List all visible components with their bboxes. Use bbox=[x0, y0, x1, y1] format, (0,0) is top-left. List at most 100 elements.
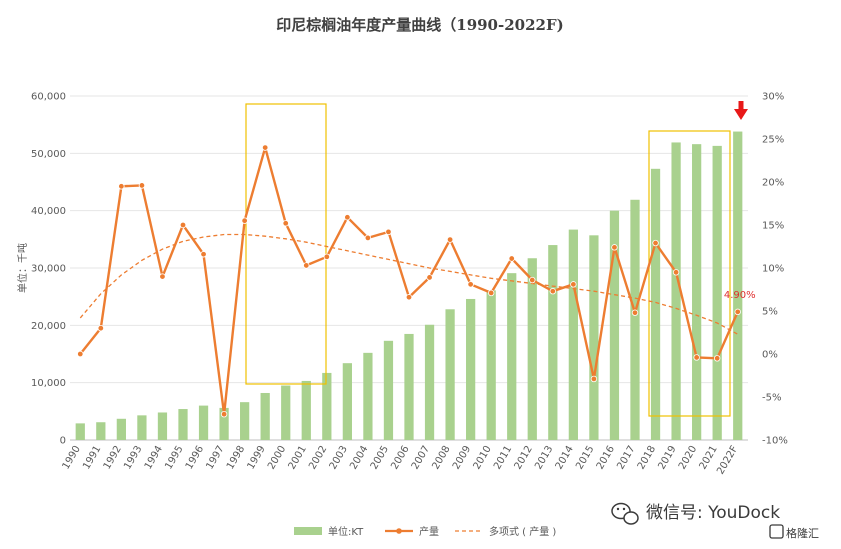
bar bbox=[609, 210, 620, 440]
x-tick-label: 1998 bbox=[225, 444, 247, 472]
x-tick-label: 2004 bbox=[348, 444, 370, 472]
highlight-box-1998-2001 bbox=[245, 103, 327, 385]
legend-label-trend: 多项式 ( 产量 ) bbox=[489, 525, 556, 538]
bar bbox=[733, 131, 743, 440]
annotations: 4.90% bbox=[724, 290, 756, 301]
bar bbox=[466, 298, 476, 440]
x-tick-label: 1990 bbox=[61, 444, 83, 472]
bar bbox=[589, 235, 599, 440]
y2-tick-label: 15% bbox=[762, 221, 784, 232]
x-tick-label: 2019 bbox=[656, 444, 678, 472]
legend-swatch-bars bbox=[294, 527, 322, 535]
red-arrow-icon bbox=[734, 101, 748, 120]
data-label: 4.90% bbox=[724, 290, 756, 301]
y2-tick-label: 30% bbox=[762, 92, 784, 103]
data-point bbox=[344, 214, 351, 221]
data-point bbox=[77, 350, 84, 358]
data-point bbox=[241, 217, 248, 224]
x-tick-label: 2008 bbox=[430, 444, 452, 472]
y-tick-label: 40,000 bbox=[31, 206, 66, 217]
x-tick-label: 1991 bbox=[81, 444, 103, 472]
watermark-badge: 格隆汇 bbox=[786, 526, 819, 540]
data-point bbox=[200, 251, 207, 258]
x-tick-label: 1999 bbox=[246, 444, 268, 472]
trend-line bbox=[79, 233, 739, 335]
bar bbox=[75, 423, 85, 440]
bar bbox=[404, 333, 414, 440]
y-tick-label: 0 bbox=[60, 436, 66, 447]
x-tick-label: 2000 bbox=[266, 444, 288, 472]
y2-axis-ticks: -10% -5% 0% 5% 10% 15% 20% 25% 30% bbox=[762, 92, 788, 447]
data-point bbox=[529, 276, 536, 284]
x-tick-label: 2009 bbox=[451, 444, 473, 472]
y-tick-label: 30,000 bbox=[31, 264, 66, 275]
data-point bbox=[261, 144, 269, 151]
data-point bbox=[487, 289, 495, 297]
y2-tick-label: -10% bbox=[762, 436, 788, 447]
bar bbox=[527, 258, 537, 440]
y-axis-label: 单位：千吨 bbox=[16, 243, 29, 293]
x-tick-label: 1995 bbox=[163, 444, 185, 472]
bar bbox=[424, 324, 435, 440]
data-point bbox=[364, 234, 372, 242]
bar bbox=[568, 229, 578, 440]
watermark-text: 微信号: YouDock bbox=[646, 503, 780, 523]
data-point bbox=[138, 182, 146, 189]
data-point bbox=[323, 253, 331, 261]
highlight-boxes bbox=[245, 103, 731, 417]
bar bbox=[281, 385, 291, 440]
bar bbox=[650, 168, 661, 440]
x-tick-label: 2017 bbox=[615, 444, 637, 472]
y2-tick-label: 10% bbox=[762, 264, 784, 275]
trend-series bbox=[79, 233, 739, 335]
legend-label-line: 产量 bbox=[419, 525, 439, 538]
data-point bbox=[713, 355, 721, 362]
data-point bbox=[446, 236, 454, 243]
y2-tick-label: -5% bbox=[762, 393, 781, 404]
data-point bbox=[672, 269, 680, 276]
bar bbox=[116, 418, 126, 440]
data-point bbox=[611, 244, 618, 251]
bar bbox=[507, 273, 517, 440]
legend-marker-line bbox=[396, 528, 402, 534]
x-tick-label: 2018 bbox=[636, 444, 658, 472]
x-tick-label: 2011 bbox=[492, 444, 514, 472]
bar bbox=[137, 415, 147, 440]
x-tick-label: 2012 bbox=[513, 444, 535, 472]
highlight-box-2018-2021 bbox=[648, 130, 731, 417]
bar bbox=[342, 363, 352, 440]
x-tick-label: 1993 bbox=[122, 444, 144, 472]
data-point bbox=[385, 228, 392, 236]
x-axis-ticks: 1990199119921993199419951996199719981999… bbox=[61, 444, 741, 477]
x-tick-label: 2020 bbox=[677, 444, 699, 472]
x-tick-label: 2005 bbox=[369, 444, 391, 472]
data-point bbox=[97, 325, 105, 332]
y-tick-label: 20,000 bbox=[31, 321, 66, 332]
bar bbox=[198, 405, 209, 440]
bar bbox=[548, 245, 558, 440]
x-tick-label: 2016 bbox=[595, 444, 617, 472]
bar bbox=[96, 422, 106, 440]
x-tick-label: 2010 bbox=[472, 444, 494, 472]
data-point bbox=[508, 255, 515, 262]
legend-label-bars: 单位:KT bbox=[328, 525, 364, 538]
badge-logo-icon bbox=[769, 524, 784, 539]
x-tick-label: 2003 bbox=[328, 444, 350, 472]
bar bbox=[486, 290, 496, 440]
data-point bbox=[179, 221, 187, 229]
bar bbox=[178, 409, 188, 440]
x-tick-label: 2001 bbox=[287, 444, 309, 472]
chart-title: 印尼棕榈油年度产量曲线（1990-2022F) bbox=[276, 16, 563, 34]
data-point bbox=[405, 294, 413, 301]
bar bbox=[630, 199, 640, 440]
data-point bbox=[652, 239, 659, 247]
bar-series bbox=[75, 131, 743, 440]
x-tick-label: 1994 bbox=[143, 444, 165, 472]
data-point bbox=[467, 281, 474, 288]
bar bbox=[157, 412, 168, 440]
y2-tick-label: 5% bbox=[762, 307, 778, 318]
y-tick-label: 60,000 bbox=[31, 92, 66, 103]
y-tick-label: 50,000 bbox=[31, 149, 66, 160]
data-point bbox=[159, 273, 166, 280]
